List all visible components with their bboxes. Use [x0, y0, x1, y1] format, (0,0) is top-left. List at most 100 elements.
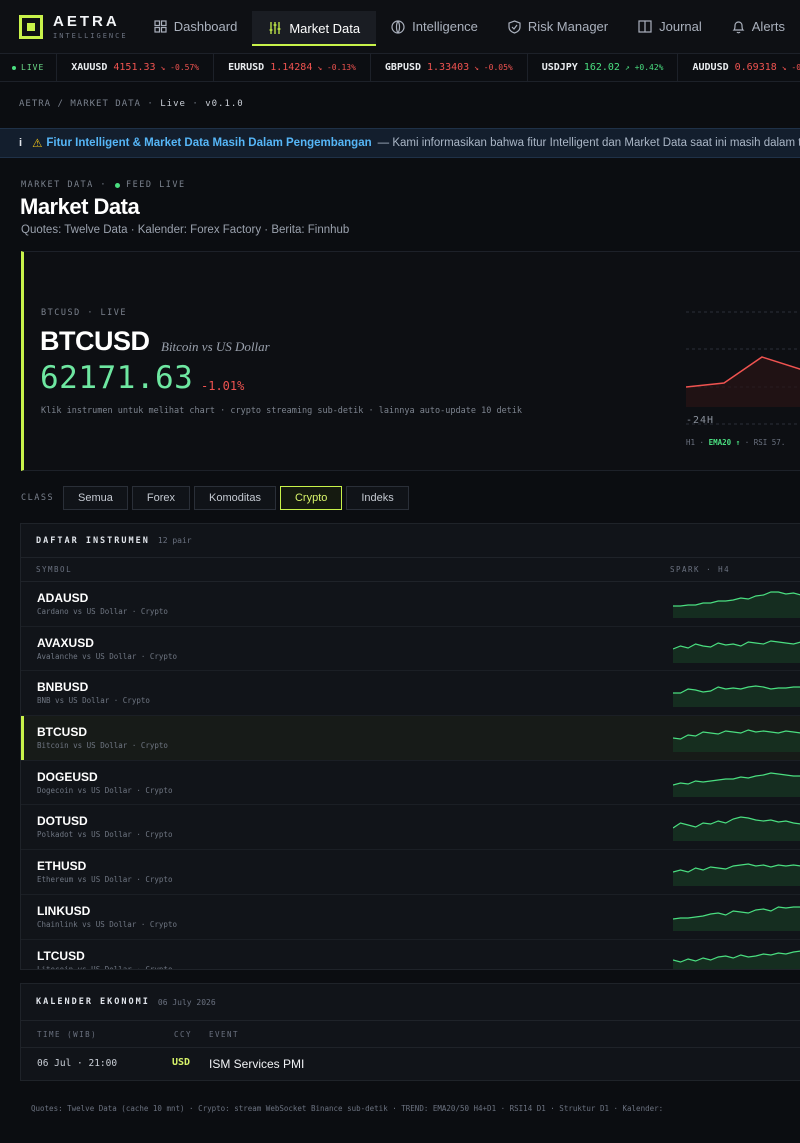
sparkline-icon — [673, 906, 800, 931]
data-sources: Quotes: Twelve Data · Kalender: Forex Fa… — [21, 224, 350, 236]
price-ticker: LIVE XAUUSD 4151.33 ↘ -0.57% EURUSD 1.14284… — [0, 54, 800, 82]
instrument-symbol: DOGEUSD — [37, 769, 98, 784]
instrument-row-dotusd[interactable]: DOTUSD Polkadot vs US Dollar · Crypto — [21, 805, 800, 851]
banner-text: — Kami informasikan bahwa fitur Intellig… — [377, 137, 800, 149]
top-nav: AETRA INTELLIGENCE Dashboard Market Data… — [0, 0, 800, 54]
feed-status: FEED LIVE — [126, 180, 186, 190]
sparkline-icon — [673, 816, 800, 842]
instrument-symbol: LINKUSD — [37, 903, 91, 918]
nav-journal[interactable]: Journal — [623, 0, 717, 54]
col-ccy: CCY — [174, 1029, 193, 1039]
event-currency: USD — [172, 1057, 191, 1068]
hero-hint: Klik instrumen untuk melihat chart · cry… — [41, 406, 523, 416]
instrument-count: 12 pair — [157, 536, 192, 545]
instrument-row-ltcusd[interactable]: LTCUSD Litecoin vs US Dollar · Crypto — [21, 940, 800, 969]
chart-ema: EMA20 ↑ — [708, 438, 741, 447]
nav-alerts[interactable]: Alerts — [717, 0, 800, 54]
breadcrumb-status: Live — [160, 99, 186, 109]
ticker-price: 1.33403 — [427, 62, 470, 73]
ticker-item[interactable]: AUDUSD 0.69318 ↘ -0 — [678, 54, 800, 81]
main-nav: Dashboard Market Data Intelligence Risk … — [139, 0, 800, 54]
feed-live-dot-icon — [115, 182, 121, 188]
calendar-row[interactable]: 06 Jul · 21:00 USD ISM Services PMI — [21, 1048, 800, 1080]
bell-icon — [732, 20, 745, 34]
book-icon — [638, 20, 652, 33]
filter-indeks[interactable]: Indeks — [346, 486, 409, 510]
shield-icon — [508, 19, 521, 34]
col-event: EVENT — [209, 1029, 240, 1039]
instrument-row-avaxusd[interactable]: AVAXUSD Avalanche vs US Dollar · Crypto — [21, 627, 800, 672]
page-eyebrow: MARKET DATA · FEED LIVE — [21, 180, 186, 190]
nav-intelligence[interactable]: Intelligence — [376, 0, 493, 54]
filter-semua[interactable]: Semua — [63, 486, 128, 510]
info-icon: i — [19, 137, 23, 149]
table-header: SYMBOL SPARK · H4 — [21, 558, 800, 582]
ticker-item[interactable]: USDJPY 162.02 ↗ +0.42% — [528, 54, 679, 81]
instrument-description: Avalanche vs US Dollar · Crypto — [37, 651, 177, 661]
breadcrumb-root[interactable]: AETRA — [19, 99, 52, 109]
ticker-symbol: AUDUSD — [692, 62, 729, 73]
breadcrumb-sep: / — [57, 99, 64, 109]
instrument-symbol: ETHUSD — [37, 859, 87, 874]
panel-title: DAFTAR INSTRUMEN — [36, 535, 150, 546]
ticker-symbol: XAUUSD — [71, 62, 108, 73]
breadcrumb-dot: · — [147, 99, 154, 109]
ticker-live-badge: LIVE — [0, 54, 58, 81]
logo-mark-icon — [19, 14, 43, 39]
instrument-row-btcusd[interactable]: BTCUSD Bitcoin vs US Dollar · Crypto — [21, 716, 800, 761]
brand-name: AETRA — [53, 12, 120, 30]
ticker-item[interactable]: EURUSD 1.14284 ↘ -0.13% — [214, 54, 371, 81]
sparkline-icon — [673, 772, 800, 797]
ticker-change: ↗ +0.42% — [624, 63, 664, 72]
ticker-symbol: EURUSD — [228, 62, 265, 73]
ticker-symbol: GBPUSD — [384, 62, 422, 73]
filter-forex[interactable]: Forex — [131, 486, 190, 510]
sparkline-icon — [673, 640, 800, 663]
filter-komoditas[interactable]: Komoditas — [193, 486, 276, 510]
ticker-price: 1.14284 — [270, 62, 313, 73]
instrument-row-ethusd[interactable]: ETHUSD Ethereum vs US Dollar · Crypto — [21, 850, 800, 895]
live-dot-icon — [12, 65, 16, 70]
nav-label: Risk Manager — [527, 19, 609, 34]
ticker-price: 4151.33 — [113, 62, 156, 73]
nav-dashboard[interactable]: Dashboard — [139, 0, 253, 54]
instrument-description: Polkadot vs US Dollar · Crypto — [37, 830, 173, 840]
app-version: v0.1.0 — [205, 99, 244, 109]
instrument-description: Chainlink vs US Dollar · Crypto — [37, 919, 177, 929]
nav-label: Market Data — [289, 20, 361, 36]
hero-mini-chart[interactable] — [686, 292, 800, 442]
economic-calendar: KALENDER EKONOMI 06 July 2026 TIME (WIB)… — [20, 983, 800, 1081]
ticker-change: ↘ -0 — [781, 63, 800, 72]
brand-subtitle: INTELLIGENCE — [53, 31, 128, 40]
warning-icon: ⚠ — [32, 138, 43, 150]
nav-label: Alerts — [751, 19, 785, 34]
instrument-row-linkusd[interactable]: LINKUSD Chainlink vs US Dollar · Crypto — [21, 895, 800, 940]
instrument-row-adausd[interactable]: ADAUSD Cardano vs US Dollar · Crypto — [21, 582, 800, 627]
chart-rsi: RSI 57. — [753, 438, 786, 447]
ticker-change: ↘ -0.57% — [160, 63, 200, 72]
col-spark: SPARK · H4 — [670, 565, 731, 574]
filter-crypto[interactable]: Crypto — [279, 486, 343, 510]
hero-symbol: BTCUSD — [40, 326, 150, 356]
instrument-symbol: BTCUSD — [37, 725, 87, 740]
page-footer: Quotes: Twelve Data (cache 10 mnt) · Cry… — [31, 1104, 664, 1113]
sparkline-icon — [673, 729, 800, 753]
ticker-item[interactable]: XAUUSD 4151.33 ↘ -0.57% — [57, 54, 215, 81]
brain-icon — [391, 19, 405, 34]
brand-logo[interactable]: AETRA INTELLIGENCE — [19, 12, 139, 40]
sparkline-icon — [673, 950, 800, 969]
panel-header: DAFTAR INSTRUMEN 12 pair — [21, 524, 800, 558]
grid-icon — [154, 20, 167, 33]
instrument-description: Bitcoin vs US Dollar · Crypto — [37, 741, 168, 751]
instrument-symbol: LTCUSD — [37, 948, 85, 963]
nav-market-data[interactable]: Market Data — [252, 10, 377, 46]
instrument-row-bnbusd[interactable]: BNBUSD BNB vs US Dollar · Crypto — [21, 671, 800, 717]
calendar-header: KALENDER EKONOMI 06 July 2026 — [21, 984, 800, 1021]
nav-risk-manager[interactable]: Risk Manager — [493, 0, 623, 54]
ticker-change: ↘ -0.05% — [474, 63, 513, 72]
instrument-row-dogeusd[interactable]: DOGEUSD Dogecoin vs US Dollar · Crypto — [21, 761, 800, 806]
ticker-item[interactable]: GBPUSD 1.33403 ↘ -0.05% — [371, 54, 528, 81]
chart-indicators: H1 · EMA20 ↑ · RSI 57. — [686, 438, 786, 447]
ticker-change: ↘ -0.13% — [317, 63, 356, 72]
instrument-description: BNB vs US Dollar · Crypto — [37, 696, 150, 706]
